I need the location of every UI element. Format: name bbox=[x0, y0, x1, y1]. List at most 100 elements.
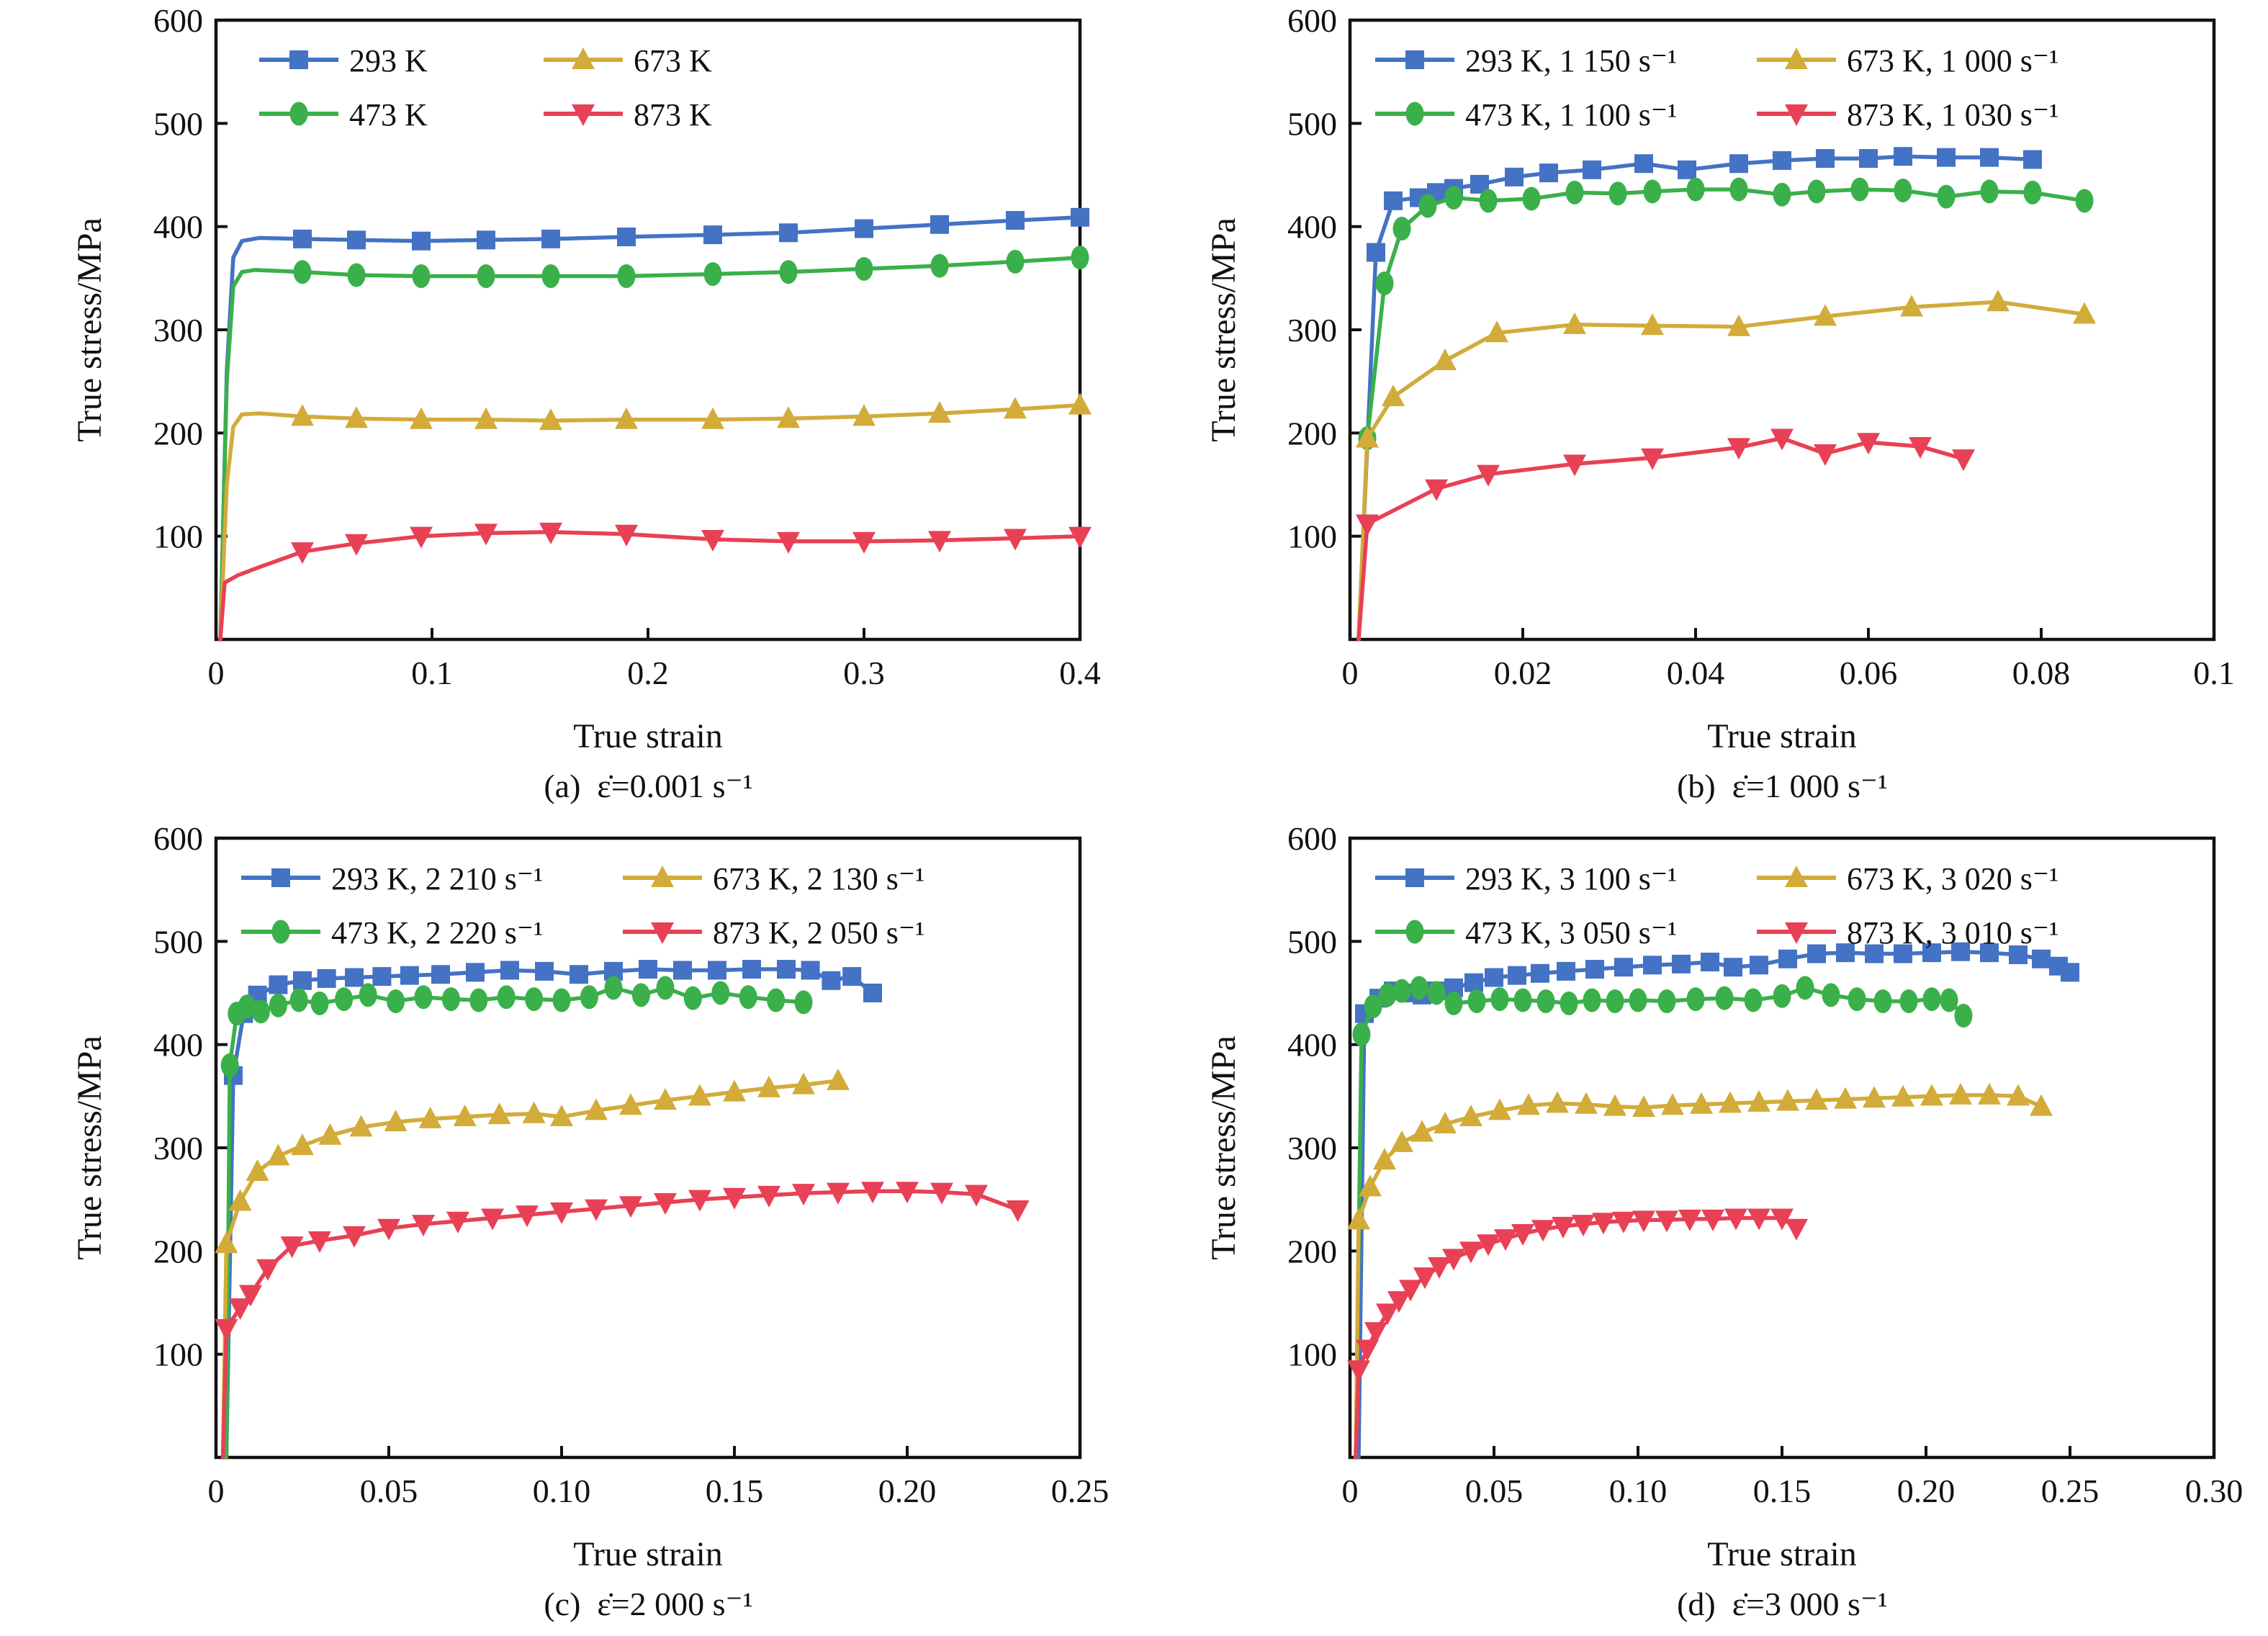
legend-item-873 K, 2 050 s⁻¹: 873 K, 2 050 s⁻¹ bbox=[623, 915, 924, 950]
y-axis-title: True stress/MPa bbox=[1205, 1035, 1243, 1260]
legend-label: 673 K, 1 000 s⁻¹ bbox=[1847, 43, 2058, 78]
y-axis-title: True stress/MPa bbox=[71, 217, 109, 442]
y-tick-label: 500 bbox=[153, 105, 203, 142]
series-line bbox=[1356, 949, 2072, 1460]
legend-label: 293 K, 1 150 s⁻¹ bbox=[1465, 43, 1677, 78]
legend-label: 673 K, 2 130 s⁻¹ bbox=[713, 861, 924, 896]
x-axis-title: True strain bbox=[1707, 717, 1857, 755]
y-tick-label: 600 bbox=[153, 2, 203, 39]
series-markers bbox=[1356, 289, 2096, 448]
legend-label: 473 K bbox=[349, 97, 428, 132]
series-673 K, 2 130 s⁻¹ bbox=[215, 1068, 850, 1460]
x-tick-label: 0.10 bbox=[1609, 1473, 1668, 1509]
series-line bbox=[1354, 1215, 1799, 1460]
x-tick-label: 0 bbox=[208, 1473, 225, 1509]
y-tick-label: 300 bbox=[153, 312, 203, 349]
x-tick-label: 0 bbox=[1342, 655, 1359, 691]
x-tick-label: 0.02 bbox=[1494, 655, 1552, 691]
legend-item-673 K, 1 000 s⁻¹: 673 K, 1 000 s⁻¹ bbox=[1757, 43, 2058, 78]
y-tick-label: 500 bbox=[1287, 923, 1337, 960]
chart-d-caption: (d) ε̇=3 000 s⁻¹ bbox=[1677, 1586, 1888, 1622]
series-markers bbox=[1347, 1082, 2053, 1230]
series-873 K, 1 030 s⁻¹ bbox=[1356, 428, 1975, 642]
series-markers bbox=[1367, 147, 2042, 262]
x-tick-label: 0.25 bbox=[2041, 1473, 2100, 1509]
y-tick-label: 500 bbox=[153, 923, 203, 960]
legend-item-473 K, 3 050 s⁻¹: 473 K, 3 050 s⁻¹ bbox=[1375, 915, 1677, 950]
legend-item-293 K: 293 K bbox=[259, 43, 428, 78]
series-473 K, 2 220 s⁻¹ bbox=[220, 976, 813, 1460]
series-873 K, 2 050 s⁻¹ bbox=[215, 1182, 1030, 1460]
x-axis: 0 0.02 0.04 0.06 0.08 0.1 bbox=[1342, 628, 2235, 691]
y-tick-label: 400 bbox=[153, 209, 203, 246]
legend-label: 873 K, 2 050 s⁻¹ bbox=[713, 915, 924, 950]
y-tick-label: 300 bbox=[1287, 312, 1337, 349]
y-tick-label: 100 bbox=[153, 1336, 203, 1373]
series-markers bbox=[1356, 428, 1975, 536]
x-axis: 0 0.05 0.10 0.15 0.20 0.25 bbox=[208, 1446, 1109, 1509]
series-line bbox=[218, 403, 1082, 642]
x-tick-label: 0.10 bbox=[533, 1473, 591, 1509]
series-line bbox=[1356, 300, 2087, 642]
x-tick-label: 0.08 bbox=[2012, 655, 2071, 691]
y-axis-title: True stress/MPa bbox=[1205, 217, 1243, 442]
series-293 K bbox=[218, 207, 1089, 642]
series-473 K, 1 100 s⁻¹ bbox=[1356, 177, 2094, 642]
series-873 K bbox=[218, 522, 1092, 642]
panel-b: 100 200 300 400 500 600 0 0.02 0.04 0.06 0.08 0.1 Tr… bbox=[1134, 0, 2268, 818]
y-tick-label: 300 bbox=[153, 1130, 203, 1167]
x-tick-label: 0.2 bbox=[627, 655, 669, 691]
y-tick-label: 100 bbox=[153, 518, 203, 555]
y-tick-label: 200 bbox=[153, 415, 203, 451]
legend-item-293 K, 1 150 s⁻¹: 293 K, 1 150 s⁻¹ bbox=[1375, 43, 1677, 78]
x-tick-label: 0 bbox=[208, 655, 225, 691]
series-markers bbox=[215, 1068, 850, 1254]
legend: 293 K, 1 150 s⁻¹ 673 K, 1 000 s⁻¹ 473 K, 1… bbox=[1375, 43, 2058, 132]
x-tick-label: 0.20 bbox=[878, 1473, 937, 1509]
x-tick-label: 0.04 bbox=[1667, 655, 1725, 691]
x-tick-label: 0.05 bbox=[1465, 1473, 1524, 1509]
series-markers bbox=[220, 976, 813, 1077]
legend-label: 873 K bbox=[634, 97, 712, 132]
chart-c: 100 200 300 400 500 600 0 0.05 0.10 0.15 0.20 0.25 T… bbox=[71, 820, 1109, 1573]
series-line bbox=[1356, 154, 2035, 642]
series-markers bbox=[1352, 976, 1973, 1046]
x-axis: 0 0.05 0.10 0.15 0.20 0.25 0.30 bbox=[1342, 1446, 2244, 1509]
series-293 K, 2 210 s⁻¹ bbox=[224, 960, 882, 1460]
series-markers bbox=[1347, 1208, 1808, 1383]
y-tick-label: 300 bbox=[1287, 1130, 1337, 1167]
series-markers bbox=[224, 960, 882, 1085]
chart-b-caption: (b) ε̇=1 000 s⁻¹ bbox=[1677, 768, 1888, 804]
series-line bbox=[220, 1079, 840, 1460]
legend-item-293 K, 3 100 s⁻¹: 293 K, 3 100 s⁻¹ bbox=[1375, 861, 1677, 896]
y-axis-title: True stress/MPa bbox=[71, 1035, 109, 1260]
y-tick-label: 600 bbox=[153, 820, 203, 857]
series-markers bbox=[293, 207, 1089, 251]
series-line bbox=[1354, 1093, 2043, 1460]
x-axis-title: True strain bbox=[573, 717, 723, 755]
series-markers bbox=[291, 522, 1092, 565]
x-tick-label: 0.30 bbox=[2185, 1473, 2244, 1509]
series-markers bbox=[291, 392, 1092, 431]
y-tick-label: 100 bbox=[1287, 518, 1337, 555]
x-tick-label: 0.3 bbox=[843, 655, 885, 691]
x-tick-label: 0.15 bbox=[706, 1473, 764, 1509]
x-tick-label: 0.05 bbox=[360, 1473, 418, 1509]
series-markers bbox=[1358, 177, 2094, 450]
chart-b: 100 200 300 400 500 600 0 0.02 0.04 0.06 0.08 0.1 Tr… bbox=[1205, 2, 2235, 755]
chart-c-caption: (c) ε̇=2 000 s⁻¹ bbox=[544, 1586, 753, 1622]
x-tick-label: 0.1 bbox=[2193, 655, 2235, 691]
x-tick-label: 0.15 bbox=[1753, 1473, 1812, 1509]
y-tick-label: 500 bbox=[1287, 105, 1337, 142]
y-axis: 100 200 300 400 500 600 bbox=[1287, 820, 1362, 1373]
panel-c: 100 200 300 400 500 600 0 0.05 0.10 0.15 0.20 0.25 T… bbox=[0, 818, 1134, 1636]
legend-item-873 K, 3 010 s⁻¹: 873 K, 3 010 s⁻¹ bbox=[1757, 915, 2058, 950]
y-axis: 100 200 300 400 500 600 bbox=[153, 2, 228, 555]
y-tick-label: 200 bbox=[1287, 415, 1337, 451]
legend-item-673 K: 673 K bbox=[544, 43, 712, 78]
legend-label: 473 K, 2 220 s⁻¹ bbox=[331, 915, 543, 950]
series-line bbox=[224, 986, 806, 1460]
y-axis: 100 200 300 400 500 600 bbox=[153, 820, 228, 1373]
series-line bbox=[1356, 436, 1966, 642]
